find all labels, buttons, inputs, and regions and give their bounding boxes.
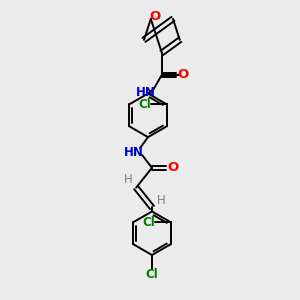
Text: O: O xyxy=(177,68,188,81)
Text: H: H xyxy=(157,194,165,207)
Text: Cl: Cl xyxy=(146,268,158,281)
Text: HN: HN xyxy=(124,146,144,160)
Text: O: O xyxy=(167,161,178,174)
Text: Cl: Cl xyxy=(143,216,155,229)
Text: HN: HN xyxy=(136,86,156,99)
Text: H: H xyxy=(124,173,133,186)
Text: Cl: Cl xyxy=(139,98,152,111)
Text: O: O xyxy=(149,11,160,23)
